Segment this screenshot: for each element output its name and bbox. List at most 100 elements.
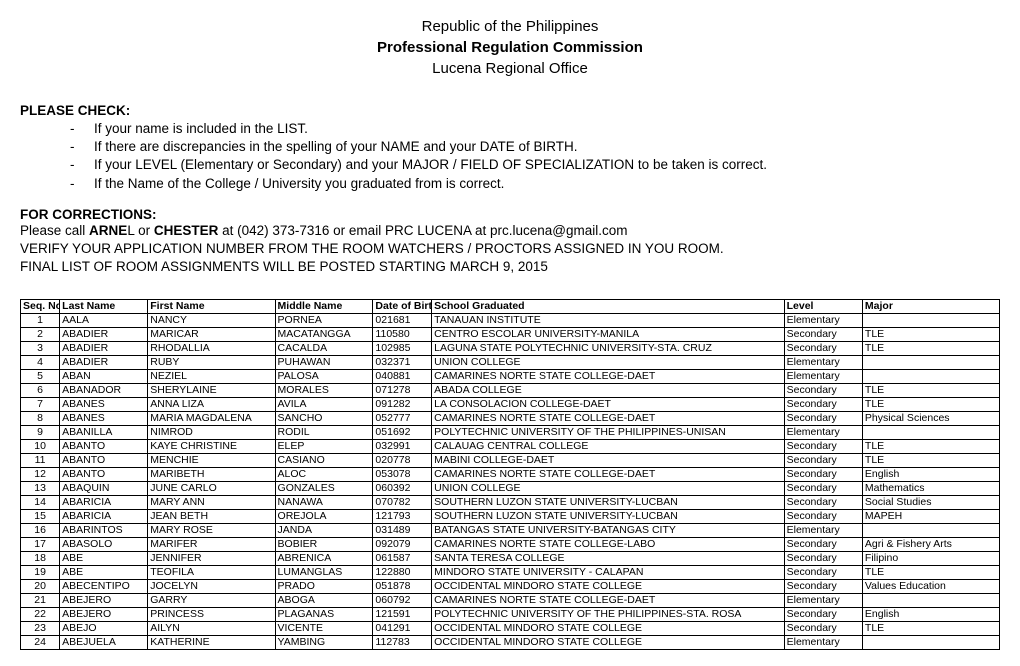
table-cell: SOUTHERN LUZON STATE UNIVERSITY-LUCBAN (432, 495, 784, 509)
table-cell: 13 (21, 481, 60, 495)
check-item: If your LEVEL (Elementary or Secondary) … (60, 156, 1000, 174)
table-cell: 110580 (373, 327, 432, 341)
table-cell: 040881 (373, 369, 432, 383)
table-cell: OREJOLA (275, 509, 373, 523)
table-cell: KAYE CHRISTINE (148, 439, 275, 453)
table-cell: SOUTHERN LUZON STATE UNIVERSITY-LUCBAN (432, 509, 784, 523)
table-cell: 8 (21, 411, 60, 425)
table-cell: Secondary (784, 411, 862, 425)
table-cell: 11 (21, 453, 60, 467)
table-cell: Secondary (784, 551, 862, 565)
table-cell: Elementary (784, 355, 862, 369)
table-cell: 3 (21, 341, 60, 355)
corr-pre: Please call (20, 223, 89, 238)
table-cell: 021681 (373, 313, 432, 327)
table-cell: CAMARINES NORTE STATE COLLEGE-LABO (432, 537, 784, 551)
table-cell: Social Studies (862, 495, 999, 509)
table-cell: 2 (21, 327, 60, 341)
table-cell: ABASOLO (60, 537, 148, 551)
table-cell: MABINI COLLEGE-DAET (432, 453, 784, 467)
table-cell: ABEJUELA (60, 635, 148, 649)
table-cell: 16 (21, 523, 60, 537)
document-header: Republic of the Philippines Professional… (20, 16, 1000, 79)
table-cell: RODIL (275, 425, 373, 439)
table-cell: SANTA TERESA COLLEGE (432, 551, 784, 565)
table-cell: English (862, 467, 999, 481)
table-cell: OCCIDENTAL MINDORO STATE COLLEGE (432, 635, 784, 649)
table-cell: ELEP (275, 439, 373, 453)
table-cell: ABADIER (60, 327, 148, 341)
table-row: 12ABANTOMARIBETHALOC053078CAMARINES NORT… (21, 467, 1000, 481)
table-cell (862, 425, 999, 439)
table-cell: CAMARINES NORTE STATE COLLEGE-DAET (432, 369, 784, 383)
table-cell: ABEJERO (60, 593, 148, 607)
table-cell: LAGUNA STATE POLYTECHNIC UNIVERSITY-STA.… (432, 341, 784, 355)
table-cell: AILYN (148, 621, 275, 635)
table-cell: 18 (21, 551, 60, 565)
table-row: 10ABANTOKAYE CHRISTINEELEP032991CALAUAG … (21, 439, 1000, 453)
table-body: 1AALANANCYPORNEA021681TANAUAN INSTITUTEE… (21, 313, 1000, 649)
table-cell: 051692 (373, 425, 432, 439)
table-cell (862, 355, 999, 369)
table-cell: 051878 (373, 579, 432, 593)
table-cell: 070782 (373, 495, 432, 509)
table-cell: ABRENICA (275, 551, 373, 565)
table-cell: Agri & Fishery Arts (862, 537, 999, 551)
table-cell: Secondary (784, 467, 862, 481)
table-cell: MARY ANN (148, 495, 275, 509)
table-row: 3ABADIERRHODALLIACACALDA102985LAGUNA STA… (21, 341, 1000, 355)
corrections-section: FOR CORRECTIONS: Please call ARNEL or CH… (20, 207, 1000, 277)
table-cell: MORALES (275, 383, 373, 397)
table-cell: ANNA LIZA (148, 397, 275, 411)
table-row: 13ABAQUINJUNE CARLOGONZALES060392UNION C… (21, 481, 1000, 495)
table-cell (862, 313, 999, 327)
table-cell: Elementary (784, 523, 862, 537)
table-cell: 20 (21, 579, 60, 593)
table-cell: 24 (21, 635, 60, 649)
table-cell: AVILA (275, 397, 373, 411)
table-cell: Secondary (784, 565, 862, 579)
table-cell: JANDA (275, 523, 373, 537)
table-row: 6ABANADORSHERYLAINEMORALES071278ABADA CO… (21, 383, 1000, 397)
table-cell: RUBY (148, 355, 275, 369)
table-row: 18ABEJENNIFERABRENICA061587SANTA TERESA … (21, 551, 1000, 565)
table-cell: Elementary (784, 425, 862, 439)
table-cell: MINDORO STATE UNIVERSITY - CALAPAN (432, 565, 784, 579)
table-cell: TLE (862, 383, 999, 397)
table-cell: JEAN BETH (148, 509, 275, 523)
header-line-1: Republic of the Philippines (20, 16, 1000, 37)
table-cell: LUMANGLAS (275, 565, 373, 579)
table-cell: MAPEH (862, 509, 999, 523)
table-row: 15ABARICIAJEAN BETHOREJOLA121793SOUTHERN… (21, 509, 1000, 523)
table-cell: SHERYLAINE (148, 383, 275, 397)
table-row: 16ABARINTOSMARY ROSEJANDA031489BATANGAS … (21, 523, 1000, 537)
table-cell: 041291 (373, 621, 432, 635)
table-cell: CAMARINES NORTE STATE COLLEGE-DAET (432, 467, 784, 481)
table-cell: 1 (21, 313, 60, 327)
table-cell: ABANTO (60, 467, 148, 481)
table-cell: 9 (21, 425, 60, 439)
table-cell: CALAUAG CENTRAL COLLEGE (432, 439, 784, 453)
table-cell: TEOFILA (148, 565, 275, 579)
table-cell: Secondary (784, 509, 862, 523)
table-cell: 19 (21, 565, 60, 579)
table-row: 9ABANILLANIMRODRODIL051692POLYTECHNIC UN… (21, 425, 1000, 439)
table-row: 2ABADIERMARICARMACATANGGA110580CENTRO ES… (21, 327, 1000, 341)
table-cell: Secondary (784, 621, 862, 635)
table-cell: Secondary (784, 481, 862, 495)
table-cell: MARICAR (148, 327, 275, 341)
table-cell: ABANES (60, 411, 148, 425)
table-row: 1AALANANCYPORNEA021681TANAUAN INSTITUTEE… (21, 313, 1000, 327)
table-cell: 5 (21, 369, 60, 383)
table-row: 8ABANESMARIA MAGDALENASANCHO052777CAMARI… (21, 411, 1000, 425)
table-cell (862, 593, 999, 607)
table-row: 11ABANTOMENCHIECASIANO020778MABINI COLLE… (21, 453, 1000, 467)
table-cell (862, 369, 999, 383)
table-cell: Physical Sciences (862, 411, 999, 425)
table-header-row: Seq. No Last Name First Name Middle Name… (21, 299, 1000, 313)
table-cell: Secondary (784, 327, 862, 341)
table-cell: Secondary (784, 397, 862, 411)
table-cell: MACATANGGA (275, 327, 373, 341)
table-cell: 21 (21, 593, 60, 607)
table-cell: 23 (21, 621, 60, 635)
